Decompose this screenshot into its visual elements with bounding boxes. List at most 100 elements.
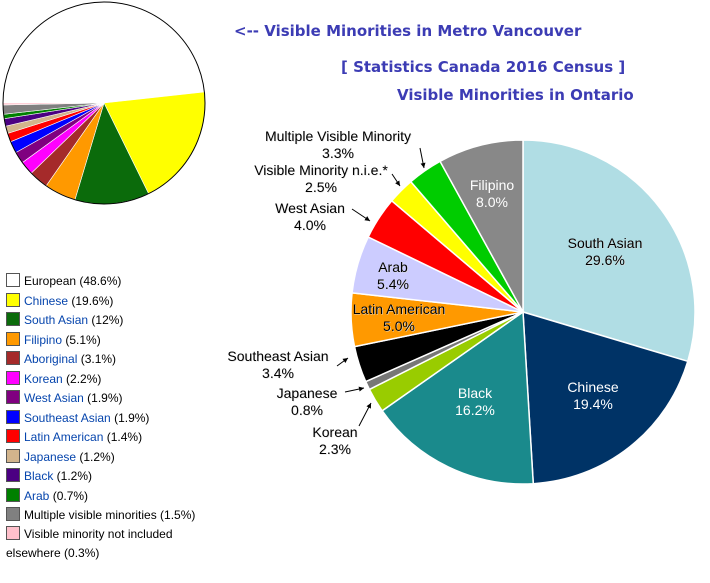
legend-percent: (19.6%) [68,293,114,308]
vancouver-legend: European (48.6%) Chinese (19.6%) South Asi… [6,272,206,563]
legend-percent: (0.7%) [49,488,89,503]
legend-label: Multiple visible minorities [24,508,157,522]
legend-link[interactable]: Latin American [24,430,104,444]
ontario-arrowhead-japanese [358,386,364,392]
legend-swatch [6,448,20,463]
legend-percent: (1.2%) [53,469,93,483]
legend-item-west-asian: West Asian (1.9%) [6,389,206,409]
legend-link[interactable]: Korean [24,371,63,386]
ontario-label-shadow: Japanese [277,386,338,402]
ontario-label-name: Filipino [470,177,515,193]
legend-percent: (0.3%) [60,546,100,560]
vancouver-pie-outline [2,1,206,205]
legend-link[interactable]: Aboriginal [24,352,78,366]
legend-item-korean: Korean (2.2%) [6,370,206,390]
legend-percent: (1.9%) [110,410,150,425]
ontario-label-value: 5.4% [377,276,409,292]
ontario-label-name: Black [458,385,493,401]
ontario-label-shadow: Korean [313,425,358,441]
legend-link[interactable]: South Asian [24,313,89,327]
legend-link[interactable]: Japanese [24,449,77,464]
ontario-label-value: 2.5% [305,179,337,195]
vancouver-pie-chart [2,1,206,205]
ontario-label-shadow: 5.4% [378,277,410,293]
ontario-label-shadow: 4.0% [295,218,327,234]
legend-link[interactable]: Southeast Asian [24,410,111,425]
legend-label: European [24,274,77,288]
ontario-slice-filipino [439,139,524,313]
legend-item-visible-minority-not-included-elsewhere: Visible minority not included elsewhere … [6,525,206,563]
ontario-label-value: 3.4% [262,365,294,381]
legend-item-south-asian: South Asian (12%) [6,311,206,331]
ontario-label-value: 5.0% [383,318,415,334]
ontario-label-value: 19.4% [573,396,613,412]
ontario-arrowhead-multiple-visible-minority [420,162,426,168]
ontario-label-value: 2.3% [319,441,351,457]
legend-link[interactable]: Chinese [24,293,69,308]
legend-swatch [6,526,20,540]
ontario-label-value: 16.2% [455,402,495,418]
ontario-label-shadow: 2.3% [320,442,352,458]
ontario-label-shadow: West Asian [276,201,346,217]
ontario-label-shadow: Visible Minority n.i.e.* [255,163,389,179]
legend-percent: (3.1%) [77,352,117,366]
legend-item-southeast-asian: Southeast Asian (1.9%) [6,409,206,429]
legend-link[interactable]: Black [24,469,54,483]
ontario-label-shadow: 3.3% [323,146,355,162]
legend-item-european: European (48.6%) [6,272,206,292]
legend-link[interactable]: Filipino [24,332,63,347]
ontario-arrowhead-southeast-asian [342,358,348,363]
ontario-label-shadow: 29.6% [586,253,626,269]
legend-item-chinese: Chinese (19.6%) [6,292,206,312]
legend-item-japanese: Japanese (1.2%) [6,448,206,468]
ontario-label-shadow: 0.8% [292,403,324,419]
ontario-label-name: South Asian [568,235,643,251]
legend-percent: (12%) [88,313,124,327]
ontario-label-shadow: 3.4% [263,366,295,382]
legend-item-black: Black (1.2%) [6,467,206,487]
legend-swatch [6,331,20,346]
legend-item-latin-american: Latin American (1.4%) [6,428,206,448]
ontario-label-name: Japanese [277,385,338,401]
ontario-slice-black [381,310,535,485]
legend-swatch [6,390,20,404]
legend-swatch [6,351,20,365]
legend-item-filipino: Filipino (5.1%) [6,331,206,351]
ontario-label-value: 3.3% [322,145,354,161]
ontario-label-shadow: Southeast Asian [228,349,329,365]
ontario-arrowhead-korean [366,403,371,409]
legend-link[interactable]: Arab [24,488,50,503]
ontario-arrowhead-visible-minority-n-i-e [395,180,400,186]
legend-item-arab: Arab (0.7%) [6,487,206,507]
legend-swatch [6,273,20,287]
legend-swatch [6,370,20,385]
legend-item-aboriginal: Aboriginal (3.1%) [6,350,206,370]
legend-item-multiple-visible-minorities: Multiple visible minorities (1.5%) [6,506,206,525]
source-title: [ Statistics Canada 2016 Census ] [341,58,626,76]
legend-label: Visible minority not included elsewhere [6,527,173,560]
legend-swatch [6,409,20,424]
legend-link[interactable]: West Asian [24,391,84,405]
ontario-label-shadow: Arab [379,260,409,276]
ontario-label-value: 0.8% [291,402,323,418]
ontario-label-shadow: 2.5% [306,180,338,196]
ontario-title: Visible Minorities in Ontario [397,86,634,104]
ontario-slice-chinese [522,310,689,485]
ontario-label-shadow: 5.0% [384,319,416,335]
ontario-label-name: Multiple Visible Minority [265,128,411,144]
ontario-label-name: Southeast Asian [227,348,328,364]
ontario-label-shadow: Multiple Visible Minority [266,129,412,145]
legend-percent: (5.1%) [62,332,101,347]
legend-percent: (1.2%) [76,449,115,464]
legend-swatch [6,487,20,502]
ontario-label-value: 8.0% [476,194,508,210]
legend-swatch [6,507,20,521]
ontario-label-name: Arab [378,259,408,275]
